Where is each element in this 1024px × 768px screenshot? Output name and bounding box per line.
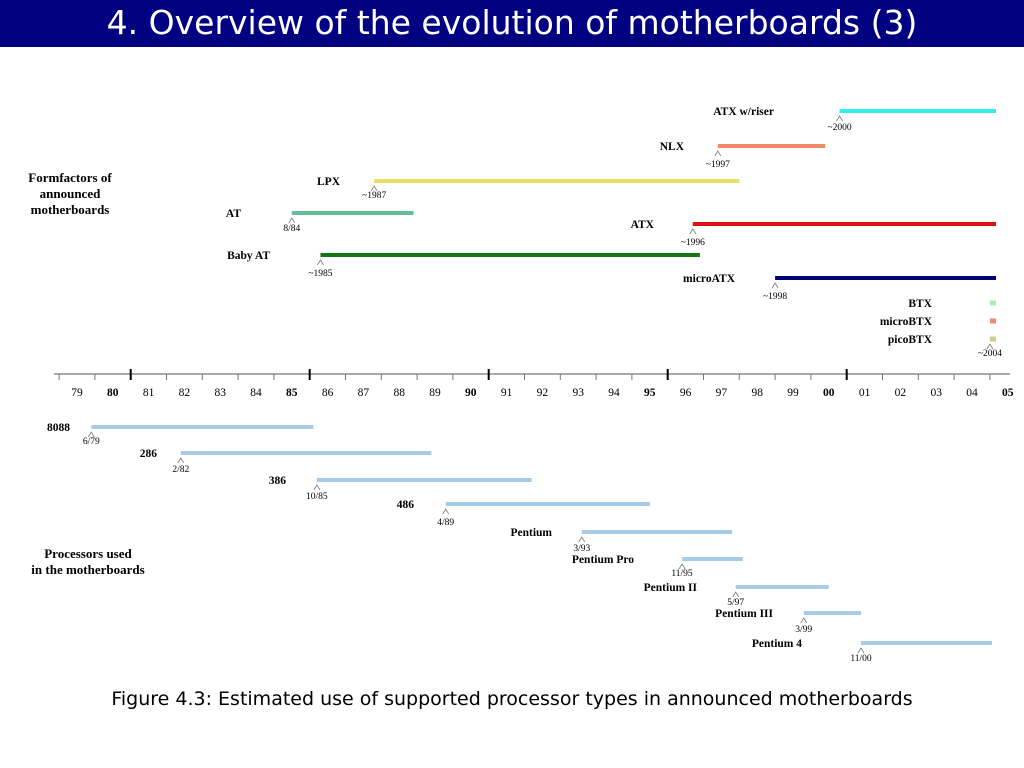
formfactor-label: microATX	[683, 273, 736, 285]
timeline-year-label: 99	[787, 387, 799, 399]
formfactor-date: ~2000	[827, 123, 851, 133]
processor-date: 2/82	[172, 465, 189, 475]
processor-marker	[800, 617, 808, 624]
timeline-year-label: 84	[250, 387, 262, 399]
processor-label: Pentium II	[644, 582, 698, 594]
formfactor-marker	[288, 217, 296, 224]
timeline-year-label: 91	[501, 387, 513, 399]
formfactors-section-label: Formfactors of	[28, 170, 112, 185]
processor-date: 5/97	[727, 598, 744, 608]
timeline-year-label: 00	[823, 387, 835, 399]
title-bar: 4. Overview of the evolution of motherbo…	[0, 0, 1024, 47]
processor-marker	[177, 457, 185, 464]
processors-section-label: in the motherboards	[31, 562, 144, 577]
formfactor-label: AT	[226, 208, 241, 220]
slide-title: 4. Overview of the evolution of motherbo…	[106, 3, 918, 42]
formfactor-date: ~1987	[362, 191, 386, 201]
formfactor-date: ~1985	[308, 269, 332, 279]
formfactor-marker	[986, 343, 994, 350]
processor-label: 486	[397, 499, 415, 511]
timeline-year-label: 88	[393, 387, 405, 399]
timeline-year-label: 03	[930, 387, 942, 399]
timeline-year-label: 87	[358, 387, 370, 399]
formfactor-marker	[317, 259, 324, 266]
processor-date: 11/95	[671, 569, 693, 579]
formfactor-label: Baby AT	[227, 250, 270, 262]
formfactor-label: LPX	[317, 176, 341, 188]
formfactor-date: ~1998	[763, 292, 787, 302]
processor-marker	[578, 536, 586, 543]
timeline-year-label: 05	[1002, 387, 1014, 399]
processor-label: 386	[269, 475, 287, 487]
timeline-year-label: 81	[143, 387, 155, 399]
timeline-year-label: 95	[644, 387, 656, 399]
formfactor-date: ~2004	[978, 349, 1002, 359]
formfactor-date: 8/84	[283, 224, 300, 234]
processor-label: Pentium Pro	[572, 554, 634, 566]
formfactor-label: microBTX	[880, 316, 933, 328]
formfactor-date: ~1996	[681, 238, 705, 248]
formfactor-marker	[771, 282, 779, 289]
timeline-year-label: 89	[429, 387, 441, 399]
timeline-year-label: 83	[214, 387, 226, 399]
timeline-year-label: 01	[859, 387, 871, 399]
formfactors-section-label: motherboards	[31, 202, 110, 217]
timeline-year-label: 04	[966, 387, 978, 399]
processor-marker	[857, 647, 865, 654]
processor-date: 4/89	[437, 518, 454, 528]
processor-marker	[678, 563, 686, 570]
formfactors-section-label: announced	[40, 186, 101, 201]
formfactor-marker	[836, 115, 843, 122]
figure-caption: Figure 4.3: Estimated use of supported p…	[111, 688, 913, 710]
processor-date: 10/85	[306, 492, 328, 502]
processor-label: 286	[140, 448, 158, 460]
processor-marker	[732, 591, 740, 598]
timeline-year-label: 92	[537, 387, 549, 399]
formfactor-marker	[370, 185, 378, 192]
formfactor-label: BTX	[908, 298, 932, 310]
timeline-year-label: 80	[107, 387, 119, 399]
formfactor-marker	[689, 228, 697, 235]
timeline-year-label: 90	[465, 387, 477, 399]
processor-marker	[87, 431, 95, 438]
processor-marker	[313, 484, 321, 491]
timeline-year-label: 02	[895, 387, 907, 399]
formfactor-label: ATX w/riser	[713, 106, 774, 118]
formfactor-label: ATX	[631, 219, 655, 231]
processor-date: 3/93	[573, 544, 590, 554]
processor-label: Pentium III	[715, 608, 773, 620]
formfactor-label: NLX	[660, 141, 685, 153]
processor-date: 3/99	[795, 625, 812, 635]
processor-label: Pentium	[510, 527, 552, 539]
processors-section-label: Processors used	[44, 546, 132, 561]
timeline-year-label: 93	[572, 387, 584, 399]
timeline-year-label: 96	[680, 387, 692, 399]
formfactor-date: ~1997	[706, 160, 730, 170]
timeline-year-label: 94	[608, 387, 620, 399]
processor-marker	[442, 508, 450, 515]
timeline-year-label: 98	[751, 387, 763, 399]
formfactor-label: picoBTX	[888, 334, 933, 346]
processor-label: 8088	[47, 422, 70, 434]
formfactor-marker	[714, 150, 722, 157]
timeline-year-label: 86	[322, 387, 334, 399]
processor-label: Pentium 4	[752, 638, 802, 650]
timeline-year-label: 85	[286, 387, 298, 399]
processor-date: 11/00	[850, 654, 872, 664]
processor-date: 6/79	[83, 437, 100, 447]
timeline-year-label: 97	[716, 387, 728, 399]
timeline-year-label: 79	[71, 387, 83, 399]
timeline-year-label: 82	[179, 387, 191, 399]
